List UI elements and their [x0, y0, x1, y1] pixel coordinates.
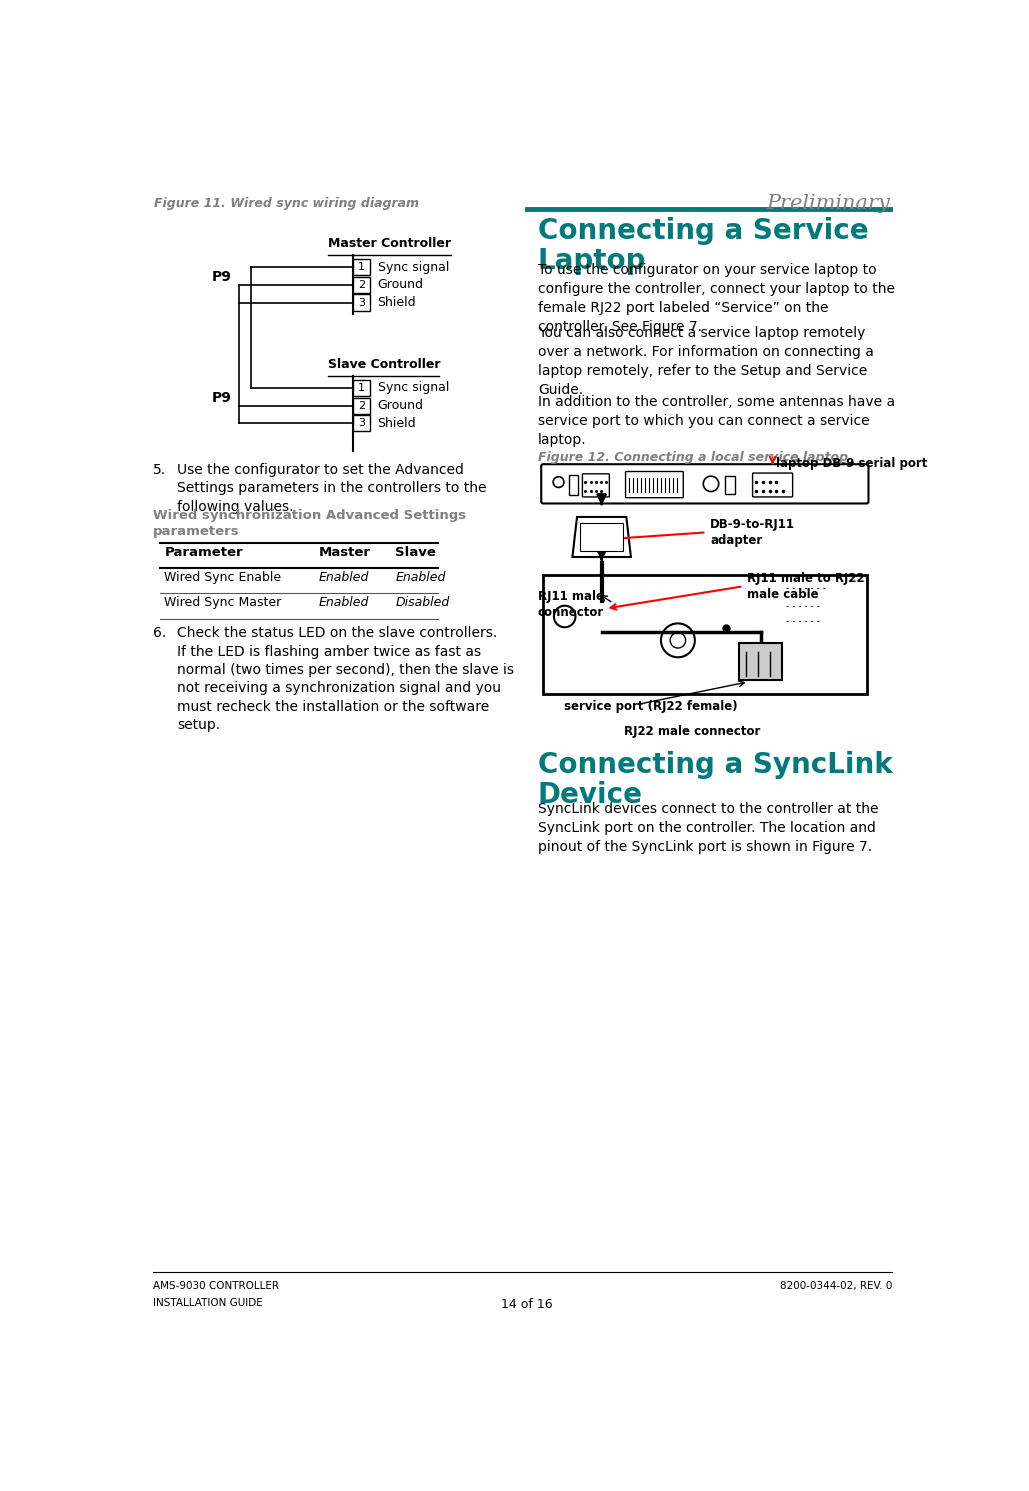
Text: Figure 12. Connecting a local service laptop: Figure 12. Connecting a local service la…	[538, 450, 848, 464]
FancyBboxPatch shape	[582, 474, 609, 497]
Text: Connecting a SyncLink
Device: Connecting a SyncLink Device	[538, 751, 892, 810]
Text: Shield: Shield	[378, 417, 416, 429]
Text: RJ11 male to RJ22
male cable: RJ11 male to RJ22 male cable	[747, 571, 864, 601]
Text: Connecting a Service
Laptop: Connecting a Service Laptop	[538, 216, 868, 274]
Text: 14 of 16: 14 of 16	[501, 1297, 553, 1311]
FancyBboxPatch shape	[752, 473, 792, 497]
Bar	[353, 398, 369, 414]
Text: 1: 1	[358, 262, 365, 271]
Text: 2: 2	[358, 280, 365, 289]
Text: INSTALLATION GUIDE: INSTALLATION GUIDE	[152, 1297, 262, 1308]
Text: Wired Sync Master: Wired Sync Master	[165, 596, 282, 610]
Bar	[580, 523, 624, 550]
Text: AMS-9030 CONTROLLER: AMS-9030 CONTROLLER	[152, 1281, 279, 1291]
Bar	[724, 476, 735, 494]
Text: 3: 3	[358, 419, 365, 428]
Text: Slave Controller: Slave Controller	[327, 358, 440, 371]
Text: Enabled: Enabled	[395, 571, 446, 584]
Text: In addition to the controller, some antennas have a
service port to which you ca: In addition to the controller, some ante…	[538, 395, 895, 447]
Text: RJ11 male
connector: RJ11 male connector	[538, 590, 604, 619]
Bar	[543, 574, 866, 693]
Text: 3: 3	[358, 298, 365, 307]
Bar	[353, 416, 369, 431]
FancyBboxPatch shape	[626, 471, 683, 498]
Text: Check the status LED on the slave controllers.
If the LED is flashing amber twic: Check the status LED on the slave contro…	[177, 626, 514, 732]
Text: 5.: 5.	[152, 464, 166, 477]
Bar	[353, 294, 369, 310]
Text: Enabled: Enabled	[318, 596, 368, 610]
Text: Slave: Slave	[395, 546, 436, 559]
Text: Ground: Ground	[378, 400, 424, 412]
Text: Parameter: Parameter	[165, 546, 243, 559]
Text: RJ22 male connector: RJ22 male connector	[624, 725, 760, 738]
Text: 1: 1	[358, 383, 365, 394]
Text: Shield: Shield	[378, 297, 416, 309]
Text: 2: 2	[358, 401, 365, 410]
Text: Enabled: Enabled	[318, 571, 368, 584]
Text: Use the configurator to set the Advanced
Settings parameters in the controllers : Use the configurator to set the Advanced…	[177, 464, 487, 514]
Text: DB-9-to-RJ11
adapter: DB-9-to-RJ11 adapter	[710, 517, 795, 547]
FancyBboxPatch shape	[541, 464, 868, 504]
Text: service port (RJ22 female): service port (RJ22 female)	[564, 699, 738, 713]
Bar	[569, 474, 578, 495]
Text: P9: P9	[212, 270, 232, 283]
Text: To use the configurator on your service laptop to
configure the controller, conn: To use the configurator on your service …	[538, 262, 895, 334]
Text: 8200-0344-02, REV. 0: 8200-0344-02, REV. 0	[780, 1281, 892, 1291]
Bar	[353, 380, 369, 397]
Text: 6.: 6.	[152, 626, 166, 640]
Bar	[353, 277, 369, 292]
Text: You can also connect a service laptop remotely
over a network. For information o: You can also connect a service laptop re…	[538, 327, 874, 397]
Text: Wired Sync Enable: Wired Sync Enable	[165, 571, 282, 584]
Text: Ground: Ground	[378, 279, 424, 291]
Text: P9: P9	[212, 391, 232, 404]
Text: Master Controller: Master Controller	[327, 237, 451, 250]
Text: Master: Master	[318, 546, 370, 559]
Text: Wired synchronization Advanced Settings
parameters: Wired synchronization Advanced Settings …	[152, 510, 466, 538]
Text: SyncLink devices connect to the controller at the
SyncLink port on the controlle: SyncLink devices connect to the controll…	[538, 802, 879, 854]
Text: - - - - - - -: - - - - - - -	[786, 584, 825, 593]
Text: Sync signal: Sync signal	[378, 261, 449, 273]
Polygon shape	[572, 517, 631, 558]
Text: Preliminary: Preliminary	[766, 194, 890, 213]
Bar	[740, 643, 782, 680]
Text: Sync signal: Sync signal	[378, 382, 449, 395]
Text: Figure 11. Wired sync wiring diagram: Figure 11. Wired sync wiring diagram	[154, 197, 419, 210]
Text: - - - - - -: - - - - - -	[786, 602, 819, 611]
Text: - - - - - -: - - - - - -	[786, 617, 819, 626]
Text: Disabled: Disabled	[395, 596, 450, 610]
Bar	[353, 259, 369, 276]
Text: laptop DB-9 serial port: laptop DB-9 serial port	[777, 456, 928, 470]
